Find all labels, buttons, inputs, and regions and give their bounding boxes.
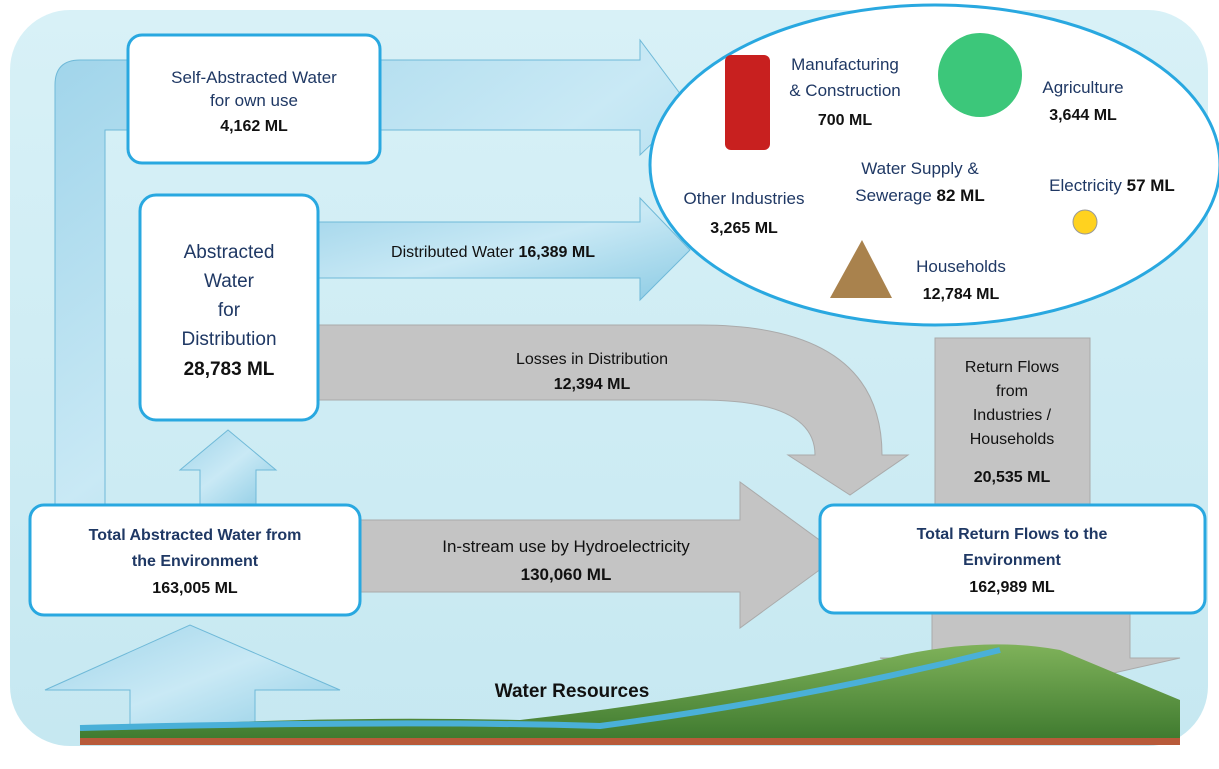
flow-label: Distributed Water 16,389 ML bbox=[391, 244, 595, 261]
amount: 162,989 ML bbox=[969, 579, 1055, 596]
label: Distributed Water bbox=[391, 244, 515, 261]
manufacturing-icon bbox=[725, 55, 770, 150]
label: Water bbox=[204, 271, 255, 292]
amount: 28,783 ML bbox=[184, 359, 275, 380]
electricity-icon bbox=[1073, 210, 1097, 234]
amount: 16,389 ML bbox=[518, 244, 595, 261]
amount: 4,162 ML bbox=[220, 118, 288, 135]
amount: 82 ML bbox=[937, 186, 985, 205]
diagram: Self-Abstracted Water for own use 4,162 … bbox=[0, 0, 1219, 769]
agriculture-icon bbox=[938, 33, 1022, 117]
label: Distribution bbox=[181, 329, 276, 350]
label: the Environment bbox=[132, 553, 259, 570]
amount: 12,784 ML bbox=[923, 286, 1000, 303]
label: Total Abstracted Water from bbox=[89, 527, 302, 544]
label: Industries / bbox=[973, 407, 1052, 424]
label: Total Return Flows to the bbox=[917, 526, 1108, 543]
label-line: Electricity 57 ML bbox=[1049, 176, 1175, 195]
amount: 57 ML bbox=[1127, 176, 1175, 195]
label: Electricity bbox=[1049, 176, 1122, 195]
label: Losses in Distribution bbox=[516, 351, 668, 368]
label: Water Supply & bbox=[861, 159, 979, 178]
amount: 700 ML bbox=[818, 112, 872, 129]
amount: 130,060 ML bbox=[521, 565, 612, 584]
label: Self-Abstracted Water bbox=[171, 68, 337, 87]
label: from bbox=[996, 383, 1028, 400]
label: Agriculture bbox=[1042, 78, 1123, 97]
label: & Construction bbox=[789, 81, 901, 100]
amount: 3,644 ML bbox=[1049, 107, 1117, 124]
label-line: Sewerage 82 ML bbox=[855, 186, 984, 205]
amount: 20,535 ML bbox=[974, 469, 1051, 486]
label: for own use bbox=[210, 91, 298, 110]
label: Environment bbox=[963, 552, 1061, 569]
amount: 12,394 ML bbox=[554, 376, 631, 393]
water-resources-label: Water Resources bbox=[495, 681, 650, 702]
label: Other Industries bbox=[684, 189, 805, 208]
label: Households bbox=[916, 257, 1006, 276]
label: Return Flows bbox=[965, 359, 1059, 376]
label: Households bbox=[970, 431, 1055, 448]
amount: 3,265 ML bbox=[710, 220, 778, 237]
label: for bbox=[218, 300, 241, 321]
amount: 163,005 ML bbox=[152, 580, 238, 597]
label: Manufacturing bbox=[791, 55, 899, 74]
label: In-stream use by Hydroelectricity bbox=[442, 537, 690, 556]
label: Sewerage bbox=[855, 186, 932, 205]
label: Abstracted bbox=[184, 242, 275, 263]
